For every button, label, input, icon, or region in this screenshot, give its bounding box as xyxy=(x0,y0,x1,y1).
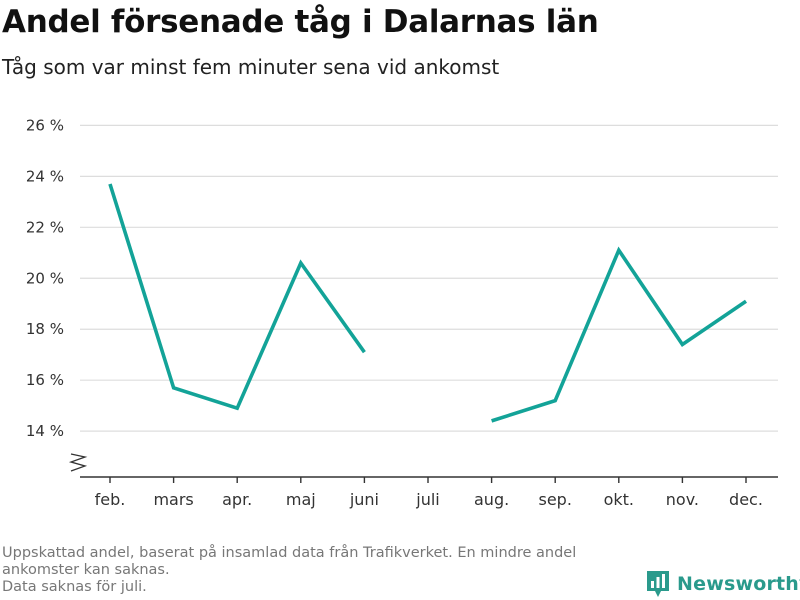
gridlines: 14 % 16 % 18 % 20 % 22 % 24 % 26 % xyxy=(26,116,778,440)
chart-subtitle: Tåg som var minst fem minuter sena vid a… xyxy=(2,55,500,79)
x-tick-label: apr. xyxy=(222,490,252,509)
series-line-segment-2 xyxy=(491,246,748,423)
x-tick-label: dec. xyxy=(729,490,763,509)
y-tick-label: 26 % xyxy=(26,116,64,134)
footnote-line-2: Data saknas för juli. xyxy=(2,579,147,595)
x-tick-label: feb. xyxy=(95,490,126,509)
footnote-line-1: Uppskattad andel, baserat på insamlad da… xyxy=(2,545,577,578)
x-tick-label: juli xyxy=(415,490,439,509)
line-chart: 14 % 16 % 18 % 20 % 22 % 24 % 26 % feb. mars apr… xyxy=(26,116,778,509)
series-line-segment-1 xyxy=(108,183,366,411)
y-tick-label: 18 % xyxy=(26,320,64,338)
chart-title: Andel försenade tåg i Dalarnas län xyxy=(2,4,599,40)
y-tick-label: 16 % xyxy=(26,371,64,389)
y-tick-label: 14 % xyxy=(26,422,64,440)
y-tick-label: 20 % xyxy=(26,269,64,287)
x-axis: feb. mars apr. maj juni juli aug. sep. okt. nov. d… xyxy=(68,453,778,509)
newsworthy-logo-icon xyxy=(647,571,669,597)
brand-name: Newsworthy xyxy=(677,573,800,595)
x-tick-label: okt. xyxy=(604,490,634,509)
brand-logo: Newsworthy xyxy=(645,568,800,600)
x-tick-label: mars xyxy=(153,490,193,509)
y-tick-label: 24 % xyxy=(26,167,64,185)
x-tick-label: juni xyxy=(349,490,379,509)
axis-break-icon xyxy=(68,453,88,472)
x-tick-label: sep. xyxy=(538,490,571,509)
series-lines xyxy=(108,183,748,423)
y-tick-label: 22 % xyxy=(26,218,64,236)
x-tick-label: nov. xyxy=(666,490,699,509)
x-tick-label: aug. xyxy=(474,490,509,509)
x-tick-label: maj xyxy=(286,490,316,509)
footnote: Uppskattad andel, baserat på insamlad da… xyxy=(2,545,642,596)
